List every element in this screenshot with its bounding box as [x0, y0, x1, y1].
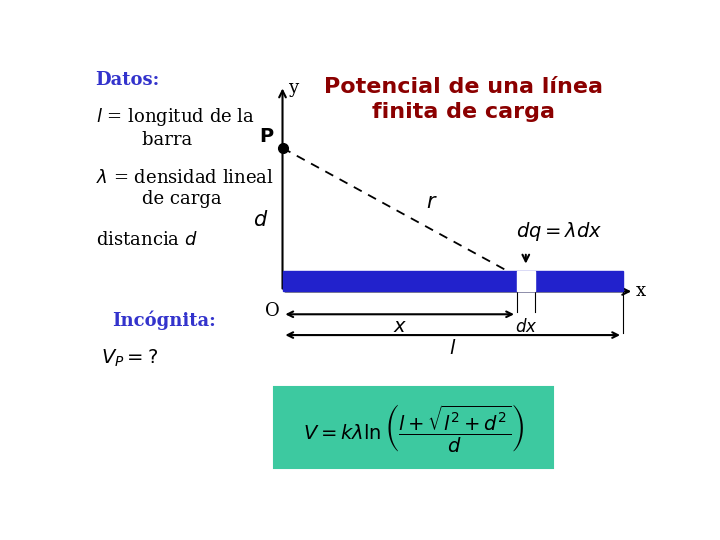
Text: $\mathbf{P}$: $\mathbf{P}$	[258, 128, 274, 146]
Text: $x$: $x$	[392, 319, 407, 336]
Text: Potencial de una línea
finita de carga: Potencial de una línea finita de carga	[324, 77, 603, 122]
Text: $l$ = longitud de la
        barra: $l$ = longitud de la barra	[96, 106, 254, 149]
Bar	[517, 271, 535, 292]
Text: distancia $d$: distancia $d$	[96, 231, 197, 249]
Text: $l$: $l$	[449, 339, 456, 358]
Text: $\lambda$ = densidad lineal
        de carga: $\lambda$ = densidad lineal de carga	[96, 168, 274, 207]
Bar	[274, 387, 553, 468]
Text: x: x	[636, 282, 646, 300]
Text: Datos:: Datos:	[96, 71, 160, 89]
Text: $d$: $d$	[253, 210, 269, 230]
Text: y: y	[288, 79, 298, 97]
Text: $V = k\lambda \ln\left(\dfrac{l + \sqrt{l^2 + d^2}}{d}\right)$: $V = k\lambda \ln\left(\dfrac{l + \sqrt{…	[303, 402, 524, 454]
Bar	[282, 271, 623, 292]
Text: $V_P = ?$: $V_P = ?$	[101, 348, 158, 369]
Text: $dq = \lambda dx$: $dq = \lambda dx$	[516, 220, 602, 242]
Text: O: O	[265, 302, 280, 320]
Text: $r$: $r$	[426, 192, 438, 212]
Text: $dx$: $dx$	[515, 319, 537, 336]
Text: Incógnita:: Incógnita:	[112, 310, 216, 329]
